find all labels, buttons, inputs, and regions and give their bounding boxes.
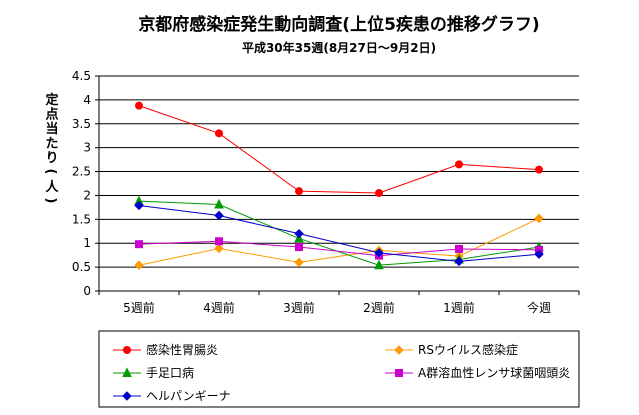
- y-tick-label: 4: [83, 93, 91, 107]
- y-axis-label-char: (: [43, 169, 58, 175]
- legend-marker: [123, 346, 131, 354]
- data-point: [455, 160, 463, 169]
- legend-box: [98, 330, 580, 408]
- legend-label: ヘルパンギーナ: [146, 389, 231, 403]
- y-tick-label: 4.5: [72, 69, 91, 83]
- legend-marker: [395, 369, 403, 377]
- series-line: [138, 204, 540, 262]
- data-point: [135, 101, 143, 110]
- data-point: [295, 187, 303, 196]
- y-axis-label-char: 当: [45, 121, 58, 137]
- y-tick-label: 1.5: [72, 212, 91, 226]
- x-tick-label: 3週前: [283, 300, 315, 315]
- data-point: [534, 213, 544, 224]
- y-tick-label: 3: [83, 141, 91, 155]
- series-line: [138, 105, 540, 194]
- data-point: [294, 257, 304, 268]
- data-point: [374, 259, 384, 270]
- y-axis-label-char: 点: [45, 107, 58, 123]
- data-point: [294, 228, 304, 239]
- y-tick-label: 2: [83, 188, 91, 202]
- data-point: [295, 243, 303, 252]
- chart-subtitle: 平成30年35週(8月27日～9月2日): [242, 40, 436, 55]
- series-line: [138, 240, 540, 257]
- data-point: [215, 237, 223, 246]
- plot-area: [99, 76, 579, 291]
- data-point: [214, 243, 224, 254]
- legend-label: 感染性胃腸炎: [146, 342, 218, 357]
- data-point: [535, 165, 543, 174]
- data-point: [534, 249, 544, 259]
- data-point: [134, 260, 144, 270]
- legend-marker: [122, 391, 132, 401]
- y-axis-label-char: ): [43, 198, 58, 204]
- data-point: [454, 256, 464, 267]
- data-point: [455, 244, 463, 253]
- y-tick-label: 0: [83, 284, 91, 298]
- x-tick-label: 2週前: [363, 300, 395, 315]
- y-tick-label: 0.5: [72, 260, 91, 274]
- x-tick-label: 4週前: [203, 300, 235, 315]
- y-axis-label-char: た: [45, 137, 58, 152]
- x-tick-label: 今週: [527, 300, 551, 315]
- x-tick-label: 5週前: [123, 300, 155, 315]
- y-axis-label-char: 定: [44, 92, 58, 108]
- y-tick-label: 2.5: [72, 165, 91, 179]
- data-point: [374, 248, 384, 258]
- y-axis-label-char: り: [45, 151, 58, 166]
- legend-marker: [122, 367, 132, 377]
- data-point: [214, 210, 224, 221]
- data-point: [214, 198, 224, 209]
- x-tick-label: 1週前: [443, 300, 475, 315]
- data-point: [134, 200, 144, 211]
- data-point: [375, 189, 383, 198]
- y-tick-label: 1: [83, 236, 91, 250]
- series-line: [138, 217, 540, 266]
- y-tick-label: 3.5: [72, 117, 91, 131]
- data-point: [135, 240, 143, 249]
- legend-label: RSウイルス感染症: [418, 342, 518, 357]
- legend-marker: [394, 345, 404, 355]
- chart-title: 京都府感染症発生動向調査(上位5疾患の推移グラフ): [138, 14, 539, 35]
- legend-label: A群溶血性レンサ球菌咽頭炎: [418, 365, 570, 380]
- legend-label: 手足口病: [146, 365, 194, 380]
- y-axis-label-char: 人: [45, 179, 59, 195]
- data-point: [215, 129, 223, 138]
